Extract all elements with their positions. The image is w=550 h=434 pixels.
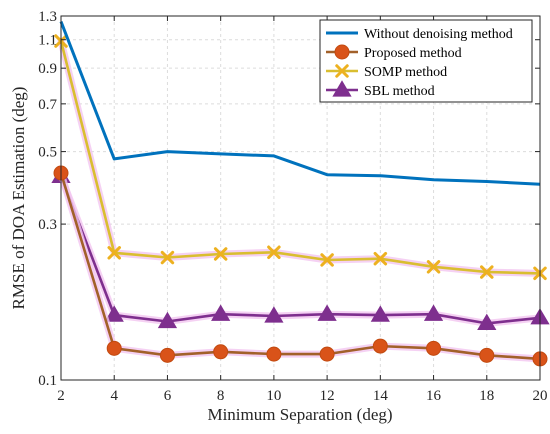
data-point [157, 311, 178, 329]
series-line [59, 40, 541, 275]
data-point [477, 313, 497, 331]
plot-frame [60, 15, 541, 381]
x-tick-label: 4 [110, 388, 118, 404]
data-point [426, 260, 441, 274]
data-point [423, 304, 444, 321]
legend-label: SOMP method [364, 65, 447, 80]
y-tick-label: 0.7 [38, 97, 57, 113]
y-tick-label: 0.1 [38, 373, 57, 389]
x-tick-label: 12 [320, 388, 335, 404]
y-tick-label: 1.1 [38, 33, 57, 49]
y-tick-label: 1.3 [38, 9, 57, 25]
x-tick-label: 16 [426, 388, 442, 404]
data-point [213, 247, 228, 261]
data-point [426, 340, 442, 356]
x-tick-label: 20 [533, 388, 548, 404]
data-point [160, 250, 175, 265]
series-without-denoising-method [59, 21, 541, 186]
x-tick-label: 18 [479, 388, 494, 404]
data-point [213, 344, 229, 360]
series-line [59, 175, 541, 325]
y-axis-label: RMSE of DOA Estimation (deg) [9, 87, 28, 310]
data-point [159, 347, 175, 363]
data-point [317, 304, 337, 321]
legend-entry: Without denoising method [326, 27, 513, 42]
data-point [267, 245, 281, 260]
legend-marker [334, 44, 350, 60]
grid [61, 16, 540, 380]
data-point [373, 251, 388, 266]
legend-label: SBL method [364, 84, 435, 99]
data-point [479, 347, 495, 363]
data-point [107, 246, 121, 260]
x-axis-label: Minimum Separation (deg) [207, 405, 392, 424]
data-point [320, 253, 334, 267]
legend-entry: Proposed method [326, 44, 462, 61]
y-tick-label: 0.5 [38, 145, 57, 161]
legend-marker [332, 80, 352, 97]
data-point [319, 346, 335, 362]
data-point [480, 265, 494, 279]
y-tick-label: 0.9 [38, 61, 57, 77]
series-sbl-method [51, 166, 550, 331]
series-line [59, 172, 541, 361]
legend: Without denoising method Proposed method S… [319, 19, 533, 103]
data-point [211, 304, 231, 321]
series-line [59, 21, 541, 186]
legend-marker [335, 64, 349, 78]
x-tick-label: 8 [217, 388, 225, 404]
data-point [266, 346, 282, 362]
y-tick-label: 0.3 [38, 217, 57, 233]
data-point [104, 305, 124, 322]
legend-label: Without denoising method [364, 27, 513, 42]
data-point [372, 338, 388, 354]
x-tick-label: 6 [164, 388, 172, 404]
legend-label: Proposed method [364, 46, 462, 61]
data-point [370, 305, 390, 322]
series-proposed-method [53, 165, 548, 367]
data-point [106, 340, 122, 356]
legend-entry: SBL method [326, 80, 435, 99]
legend-entry: SOMP method [326, 64, 447, 80]
x-tick-label: 14 [373, 388, 389, 404]
x-tick-label: 10 [266, 388, 281, 404]
x-tick-label: 2 [57, 388, 65, 404]
tick-marks: 2 4 6 8 10 12 14 16 18 20 0.1 0.3 0.5 0.7 0.9 1.1 1.3 [38, 9, 547, 404]
data-point [264, 306, 284, 323]
